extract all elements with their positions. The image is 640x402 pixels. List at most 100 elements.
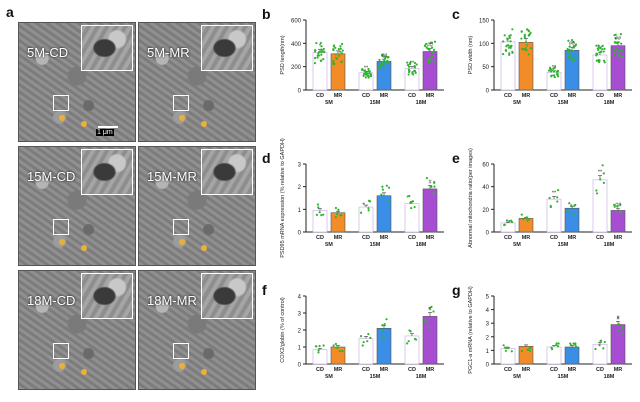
data-point — [413, 69, 416, 72]
data-point — [317, 351, 320, 354]
data-point — [427, 60, 430, 64]
data-point — [385, 184, 388, 187]
data-point — [573, 59, 576, 63]
data-point — [617, 316, 620, 319]
x-group-label: 18M — [416, 242, 427, 248]
data-point — [320, 53, 323, 56]
x-sub-label: CD — [362, 367, 370, 373]
y-tick-label: 5 — [486, 295, 490, 301]
data-point — [595, 189, 598, 192]
y-tick-label: 3 — [298, 163, 302, 169]
data-point — [428, 47, 431, 51]
data-point — [318, 344, 321, 348]
em-image-label: 18M-MR — [147, 293, 197, 308]
x-sub-label: MR — [614, 235, 623, 241]
data-point — [510, 350, 513, 353]
data-point — [569, 52, 573, 55]
panel-b-letter: b — [262, 6, 271, 22]
x-sub-label: MR — [426, 367, 435, 373]
data-point — [569, 56, 572, 59]
mitochondria-marker — [179, 239, 185, 245]
y-tick-label: 400 — [291, 42, 302, 48]
y-tick-label: 2 — [486, 335, 490, 341]
data-point — [526, 348, 530, 352]
data-point — [380, 63, 383, 66]
data-point — [430, 305, 433, 308]
data-point — [602, 59, 606, 62]
data-point — [315, 213, 319, 216]
mitochondria-marker — [179, 363, 185, 369]
data-point — [570, 38, 574, 42]
data-point — [557, 75, 560, 78]
y-tick-label: 40 — [482, 185, 489, 191]
data-point — [313, 57, 317, 60]
em-image-label: 15M-CD — [27, 169, 76, 184]
y-tick-label: 200 — [291, 65, 302, 71]
data-point — [319, 41, 322, 45]
data-point — [369, 200, 372, 203]
data-point — [336, 346, 339, 349]
y-axis-label: PSD length(nm) — [280, 35, 286, 74]
y-tick-label: 150 — [479, 19, 490, 25]
data-point — [567, 48, 570, 52]
y-tick-label: 3 — [298, 312, 302, 318]
x-sub-label: MR — [568, 235, 577, 241]
data-point — [335, 57, 339, 60]
data-point — [597, 59, 600, 62]
data-point — [334, 46, 337, 49]
data-point — [549, 204, 552, 208]
data-point — [335, 346, 338, 349]
em-zoom-inset — [81, 25, 133, 71]
data-point — [332, 62, 335, 66]
data-point — [407, 68, 411, 71]
data-point — [364, 73, 368, 76]
data-point — [568, 202, 571, 205]
bar — [358, 338, 374, 365]
data-point — [333, 62, 336, 65]
data-point — [556, 200, 559, 203]
data-point — [433, 185, 436, 188]
data-point — [552, 74, 556, 77]
data-point — [505, 45, 508, 48]
y-tick-label: 20 — [482, 208, 489, 214]
data-point — [315, 345, 318, 348]
data-point — [552, 67, 555, 70]
data-point — [598, 344, 601, 347]
data-point — [527, 34, 530, 37]
data-point — [529, 31, 532, 34]
bar — [358, 206, 374, 233]
data-point — [322, 344, 325, 347]
data-point — [432, 50, 435, 54]
data-point — [550, 70, 553, 73]
data-point — [508, 53, 511, 56]
significance-mark: ## — [615, 36, 622, 42]
y-tick-label: 100 — [479, 42, 490, 48]
data-point — [369, 75, 372, 78]
data-point — [413, 205, 416, 209]
data-point — [569, 342, 572, 345]
x-group-label: 18M — [604, 374, 615, 380]
data-point — [520, 30, 523, 33]
data-point — [316, 203, 320, 206]
bar — [358, 72, 374, 91]
data-point — [502, 344, 505, 347]
data-point — [620, 49, 623, 53]
x-sub-label: MR — [380, 367, 389, 373]
data-point — [503, 346, 507, 349]
em-image-label: 15M-MR — [147, 169, 197, 184]
y-axis-label: PSD95 mRNA expression (% relative to GAP… — [280, 138, 286, 258]
y-tick-label: 1 — [298, 346, 302, 352]
data-point — [509, 45, 512, 48]
bar — [546, 346, 562, 365]
significance-mark: # — [428, 179, 432, 185]
em-micrograph: 18M-MR — [138, 270, 256, 390]
data-point — [595, 59, 598, 62]
data-point — [503, 223, 506, 227]
bar — [422, 316, 438, 365]
data-point — [378, 65, 381, 69]
x-sub-label: CD — [408, 367, 416, 373]
data-point — [501, 52, 505, 56]
data-point — [521, 48, 525, 51]
bar — [376, 195, 392, 233]
em-micrograph: 5M-MR — [138, 22, 256, 142]
